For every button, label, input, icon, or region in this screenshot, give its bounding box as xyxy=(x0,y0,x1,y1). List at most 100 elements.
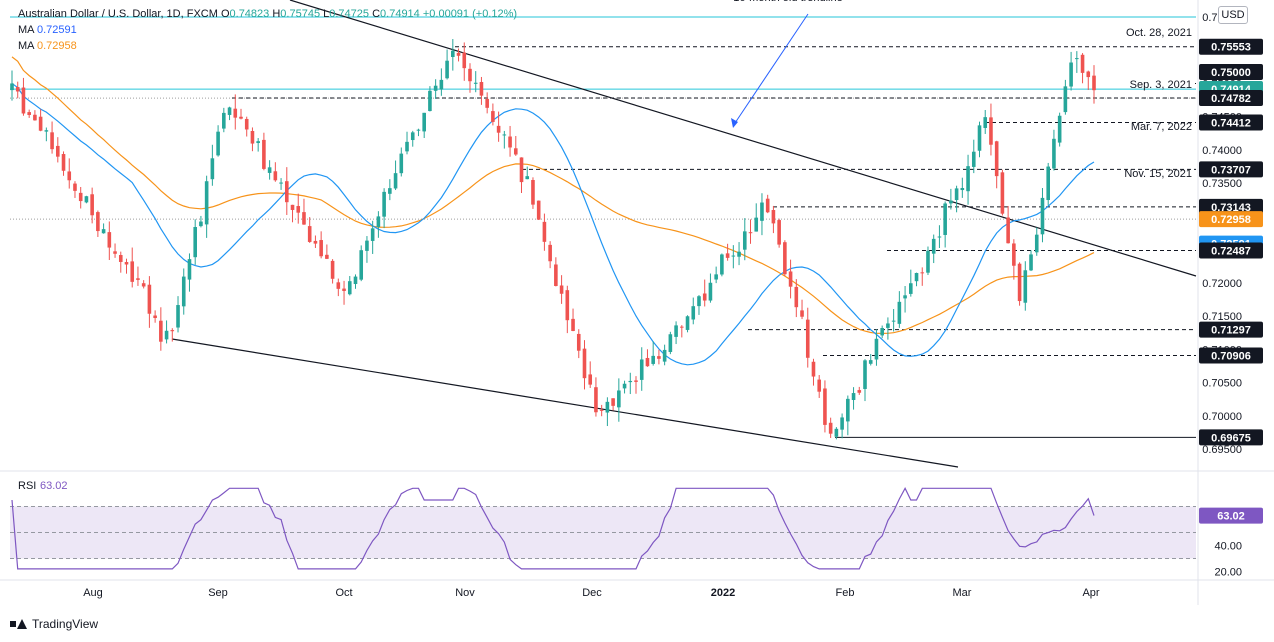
candle-body xyxy=(857,390,862,393)
candle-body xyxy=(909,283,913,294)
candle-body xyxy=(846,398,850,422)
candle-body xyxy=(1092,75,1096,91)
time-tick-label: Dec xyxy=(582,587,602,599)
candle-body xyxy=(124,262,129,265)
candle-body xyxy=(949,200,953,204)
ma-fast-line xyxy=(11,83,1095,366)
currency-badge[interactable]: USD xyxy=(1218,6,1248,24)
price-tag-bg xyxy=(1199,242,1263,259)
price-tag-bg xyxy=(1199,321,1263,338)
candle-body xyxy=(920,272,925,274)
candle-body xyxy=(765,198,770,213)
candle-body xyxy=(239,116,243,119)
candle-body xyxy=(302,212,306,225)
candle-body xyxy=(410,132,415,141)
candle-body xyxy=(989,117,993,145)
candle-body xyxy=(78,192,83,202)
candle-body xyxy=(903,295,907,299)
ma-slow-legend[interactable]: MA 0.72958 xyxy=(18,39,77,53)
candle-body xyxy=(576,333,581,351)
price-tag-bg xyxy=(1199,161,1263,178)
ma-slow-line xyxy=(11,56,1095,335)
open-label: O xyxy=(220,8,230,20)
price-tag-bg xyxy=(1199,429,1263,446)
candle-body xyxy=(1012,243,1016,266)
candle-body xyxy=(330,260,335,279)
candle-body xyxy=(405,141,409,152)
candle-body xyxy=(668,334,673,352)
candle-body xyxy=(588,374,593,385)
candle-body xyxy=(788,271,793,287)
candle-body xyxy=(118,255,123,262)
candle-body xyxy=(1069,62,1073,87)
rsi-tick-label: 40.00 xyxy=(1214,541,1242,553)
candle-body xyxy=(90,194,94,216)
time-tick-label: Feb xyxy=(836,587,855,599)
ma-fast-value: 0.72591 xyxy=(36,24,77,36)
tradingview-brand: TradingView xyxy=(32,617,99,631)
ma-fast-legend[interactable]: MA 0.72591 xyxy=(18,23,77,37)
time-axis[interactable]: Aug Sep Oct Nov Dec 2022 Feb Mar Apr xyxy=(83,587,1100,599)
candle-body xyxy=(519,157,524,183)
price-axis[interactable]: 0.760000.755000.750000.745000.740000.735… xyxy=(1199,12,1263,456)
price-tag-bg xyxy=(1199,89,1263,106)
candle-body xyxy=(971,151,976,167)
candle-body xyxy=(960,187,965,191)
candle-body xyxy=(10,83,14,91)
support-resistance-levels: Oct. 28, 2021 Sep. 3, 2021 Mar. 7, 2022 Nov… xyxy=(10,16,1196,438)
candle-body xyxy=(496,125,501,133)
rsi-tick-label: 20.00 xyxy=(1214,567,1242,579)
time-tick-label: Mar xyxy=(953,587,972,599)
low-label: L xyxy=(323,8,330,20)
candle-body xyxy=(605,401,610,413)
candle-body xyxy=(817,379,822,392)
candle-body xyxy=(199,221,203,227)
candle-body xyxy=(754,217,759,232)
trendlines: 16-month old trendline xyxy=(171,0,1197,468)
candle-body xyxy=(307,226,312,242)
candle-body xyxy=(113,251,117,254)
candle-body xyxy=(554,264,558,286)
candle-body xyxy=(868,360,873,364)
high-label: H xyxy=(272,8,281,20)
candle-body xyxy=(267,167,272,173)
candle-body xyxy=(210,158,215,180)
candle-body xyxy=(222,112,226,129)
price-tag-label: 0.69675 xyxy=(1211,432,1251,444)
candle-body xyxy=(994,141,999,177)
candle-body xyxy=(101,229,106,234)
candle-body xyxy=(445,60,449,79)
candle-body xyxy=(536,200,541,220)
candle-body xyxy=(1040,197,1045,235)
candle-body xyxy=(1086,71,1091,78)
candle-body xyxy=(84,196,89,203)
time-tick-label: Nov xyxy=(455,587,475,599)
candle-body xyxy=(874,338,879,360)
candle-body xyxy=(336,282,341,289)
candle-body xyxy=(531,180,535,205)
candle-body xyxy=(1057,115,1062,143)
price-tick-label: 0.69500 xyxy=(1202,444,1242,456)
candle-body xyxy=(313,240,318,244)
candle-body xyxy=(233,108,238,118)
candle-body xyxy=(657,356,661,359)
chart-legend-header: Australian Dollar / U.S. Dollar, 1D, FXC… xyxy=(18,7,517,21)
candle-body xyxy=(227,107,232,115)
candle-body xyxy=(428,90,432,112)
rsi-value-tag-bg xyxy=(1199,507,1263,524)
annotation-arrowhead xyxy=(731,118,738,128)
candle-body xyxy=(525,176,530,180)
candle-body xyxy=(153,315,157,319)
candle-body xyxy=(805,319,810,358)
candle-body xyxy=(433,85,438,91)
price-tag-bg xyxy=(1199,211,1263,228)
candle-body xyxy=(674,325,678,337)
candle-body xyxy=(685,316,690,330)
price-tag-bg xyxy=(1199,114,1263,131)
candle-body xyxy=(181,276,186,307)
candle-body xyxy=(159,320,163,342)
candle-body xyxy=(977,125,982,151)
candle-body xyxy=(851,393,856,400)
candlesticks xyxy=(10,39,1096,440)
